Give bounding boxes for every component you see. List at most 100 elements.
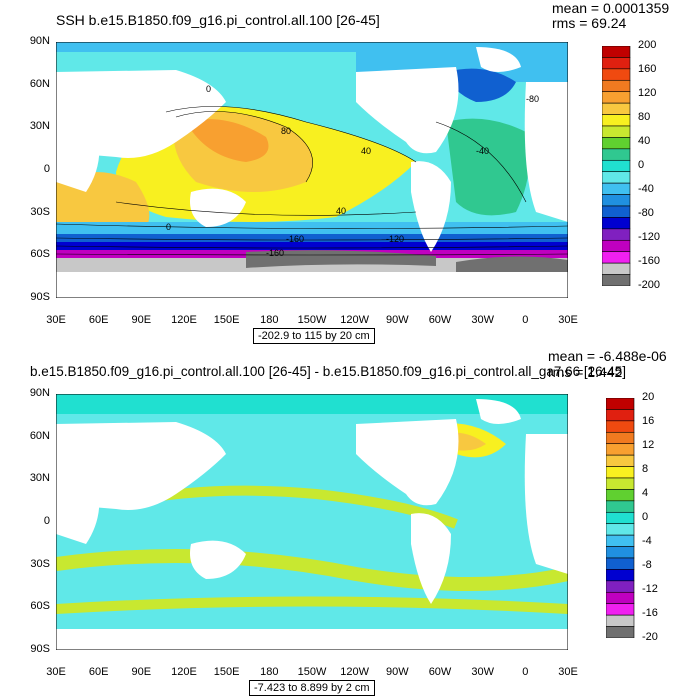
- colorbar-swatch: [602, 137, 631, 150]
- contour-lines: [56, 106, 568, 256]
- longitude-label: 60E: [88, 666, 109, 678]
- colorbar-tick-label: 0: [638, 159, 645, 171]
- colorbar-tick-label: 8: [642, 463, 649, 475]
- latitude-label: 90S: [30, 291, 50, 303]
- panel-title: SSH b.e15.B1850.f09_g16.pi_control.all.1…: [56, 12, 380, 28]
- colorbar-swatch: [602, 239, 631, 253]
- colorbar-swatch: [606, 511, 635, 525]
- mean-stat: mean = -6.488e-06: [548, 348, 667, 364]
- colorbar-tick-label: 16: [642, 415, 655, 427]
- contour-range: -7.423 to 8.899 by 2 cm: [249, 680, 375, 696]
- colorbar-tick-label: 120: [638, 87, 657, 99]
- contour-label: -160: [266, 248, 284, 258]
- colorbar-swatch: [606, 398, 635, 410]
- longitude-label: 30E: [558, 666, 578, 678]
- colorbar-swatch: [606, 443, 635, 456]
- colorbar-swatch: [602, 159, 631, 173]
- colorbar-tick-label: -200: [638, 279, 661, 291]
- colorbar-swatch: [602, 262, 631, 275]
- colorbar-tick-label: 4: [642, 487, 649, 499]
- longitude-label: 0: [522, 666, 529, 678]
- longitude-label: 180: [260, 314, 279, 326]
- contour-label: -160: [286, 234, 304, 244]
- colorbar-tick-label: 40: [638, 135, 651, 147]
- longitude-label: 120W: [340, 666, 370, 678]
- colorbar-swatch: [606, 603, 635, 616]
- latitude-label: 30N: [29, 120, 50, 133]
- latitude-label: 30N: [29, 472, 50, 485]
- colorbar-tick-label: 160: [638, 63, 657, 75]
- colorbar-swatch: [602, 274, 631, 286]
- longitude-label: 180: [260, 666, 279, 678]
- contour-label: -40: [476, 146, 489, 156]
- longitude-label: 90E: [131, 666, 152, 678]
- longitude-label: 30E: [558, 314, 578, 326]
- colorbar-swatch: [606, 489, 635, 502]
- latitude-label: 60N: [29, 77, 50, 90]
- colorbar-swatch: [602, 46, 631, 58]
- latitude-label: 0: [43, 515, 50, 527]
- latitude-label: 90N: [29, 387, 50, 399]
- rms-stat: rms = 1.442: [548, 364, 623, 380]
- colorbar-swatch: [606, 569, 635, 582]
- latitude-label: 60N: [29, 429, 50, 442]
- latitude-label: 60S: [30, 600, 50, 613]
- difference-panel: mean = -6.488e-06 rms = 1.442 b.e15.B185…: [0, 348, 700, 700]
- colorbar-tick-label: -8: [642, 559, 652, 571]
- contour-label: -120: [386, 234, 404, 244]
- ssh-panel: SSH b.e15.B1850.f09_g16.pi_control.all.1…: [29, 0, 670, 344]
- longitude-label: 120E: [171, 314, 197, 326]
- colorbar-swatch: [602, 205, 631, 218]
- rms-stat: rms = 69.24: [552, 15, 627, 31]
- colorbar-swatch: [602, 114, 631, 127]
- colorbar-swatch: [606, 420, 635, 433]
- colorbar-tick-label: 12: [642, 439, 655, 451]
- contour-label: 40: [361, 146, 371, 156]
- panel-title: b.e15.B1850.f09_g16.pi_control.all.100 […: [30, 364, 626, 379]
- longitude-label: 150W: [297, 314, 327, 326]
- colorbar-tick-label: 80: [638, 111, 651, 123]
- colorbar-tick-label: -12: [642, 583, 658, 595]
- latitude-label: 30S: [30, 557, 50, 570]
- longitude-label: 150W: [297, 666, 327, 678]
- land-mask: [56, 47, 568, 252]
- longitude-label: 90W: [386, 314, 409, 326]
- contour-label: 80: [281, 126, 291, 136]
- latitude-label: 60S: [30, 248, 50, 261]
- colorbar-swatch: [602, 79, 631, 93]
- colorbar-tick-label: -80: [638, 207, 654, 219]
- colorbar-swatch: [606, 466, 635, 479]
- contour-label: 0: [206, 84, 211, 94]
- longitude-label: 60E: [88, 314, 109, 326]
- colorbar-swatch: [606, 409, 635, 422]
- longitude-label: 60W: [428, 314, 452, 326]
- longitude-label: 90W: [386, 666, 409, 678]
- colorbar-swatch: [606, 546, 635, 559]
- mean-stat: mean = 0.0001359: [552, 0, 670, 16]
- colorbar-swatch: [602, 228, 631, 241]
- colorbar-swatch: [606, 431, 635, 445]
- colorbar-swatch: [602, 194, 631, 207]
- colorbar-swatch: [606, 477, 635, 490]
- colorbar-swatch: [602, 68, 631, 81]
- colorbar-swatch: [606, 580, 635, 593]
- colorbar-tick-label: -40: [638, 183, 654, 195]
- colorbar-swatch: [606, 614, 635, 627]
- contour-label: 40: [336, 206, 346, 216]
- colorbar-tick-label: 20: [642, 391, 655, 403]
- colorbar-swatch: [606, 591, 635, 605]
- latitude-label: 90N: [29, 35, 50, 47]
- longitude-label: 30W: [471, 666, 494, 678]
- longitude-label: 60W: [428, 666, 452, 678]
- colorbar-swatch: [602, 217, 631, 230]
- colorbar-tick-label: 0: [642, 511, 649, 523]
- colorbar-swatch: [606, 454, 635, 467]
- colorbar-tick-label: -20: [642, 631, 658, 643]
- colorbar-tick-label: -120: [638, 231, 661, 243]
- colorbar: [602, 46, 631, 286]
- longitude-label: 30E: [46, 666, 66, 678]
- colorbar-swatch: [602, 102, 631, 115]
- colorbar-swatch: [602, 148, 631, 161]
- colorbar-swatch: [606, 534, 635, 547]
- longitude-label: 0: [522, 314, 529, 326]
